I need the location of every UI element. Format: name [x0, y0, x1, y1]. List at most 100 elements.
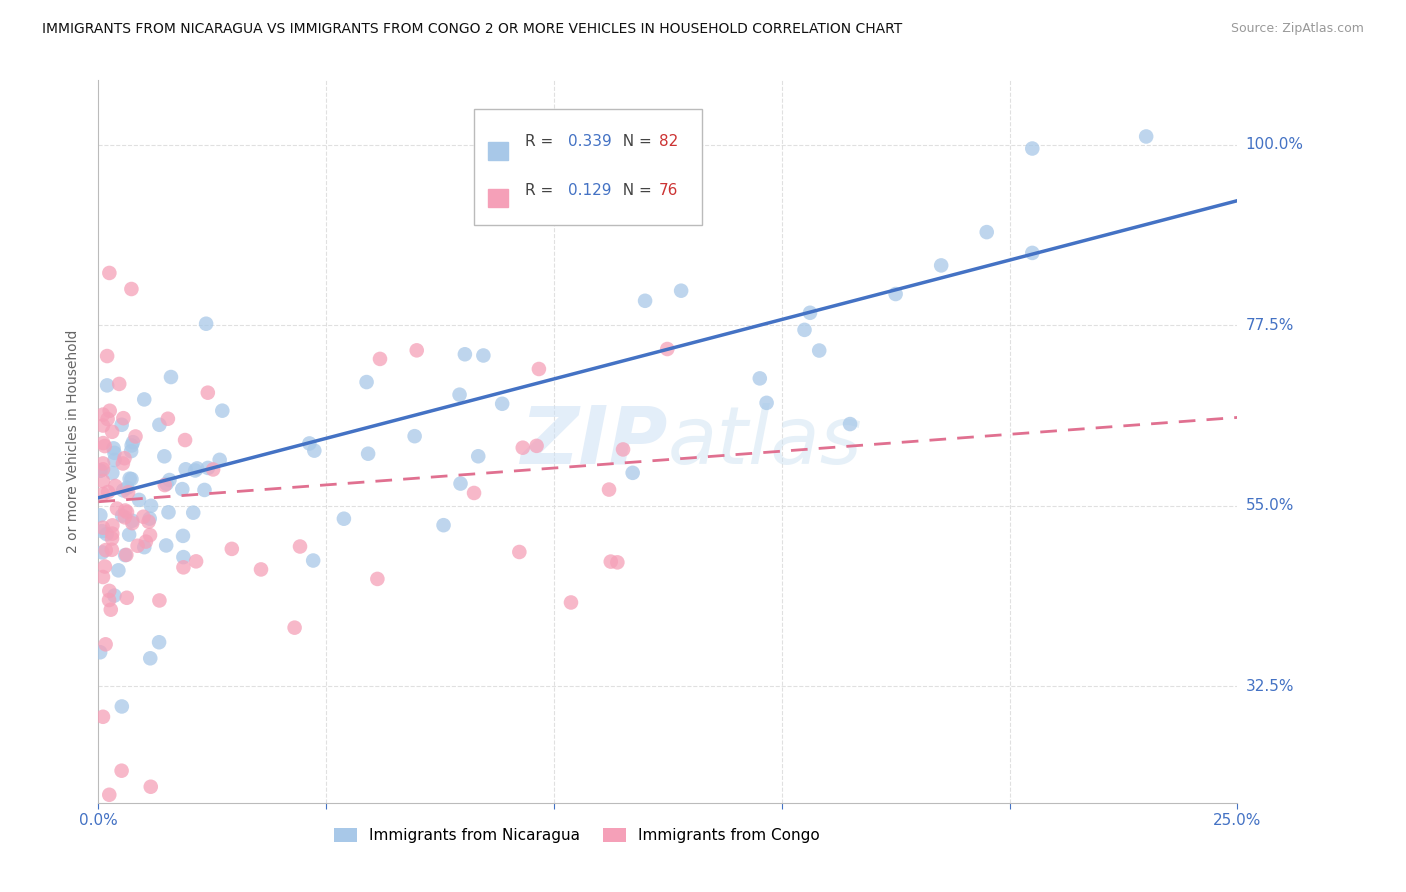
Text: 82: 82 — [659, 134, 678, 149]
Point — [155, 476, 177, 491]
Point — [172, 550, 194, 565]
Point — [181, 506, 204, 520]
Point — [91, 457, 114, 471]
Point — [121, 438, 143, 452]
Point — [96, 378, 118, 392]
Point — [96, 527, 118, 541]
Point — [132, 509, 155, 524]
Point — [89, 645, 111, 659]
Point — [120, 472, 142, 486]
Point — [155, 538, 177, 552]
Point — [302, 553, 325, 567]
Point — [793, 323, 815, 337]
Point — [929, 259, 952, 273]
Point — [98, 583, 121, 598]
Text: ZIP: ZIP — [520, 402, 668, 481]
Point — [103, 453, 125, 467]
Point — [127, 539, 149, 553]
Point — [621, 466, 644, 480]
Point — [467, 450, 489, 464]
Point — [208, 453, 231, 467]
Point — [211, 403, 233, 417]
Point — [103, 589, 125, 603]
Point — [193, 483, 215, 497]
Point — [100, 602, 122, 616]
Text: 0.339: 0.339 — [568, 134, 612, 149]
Point — [128, 492, 150, 507]
Point — [491, 397, 513, 411]
Point — [172, 529, 194, 543]
Point — [172, 482, 194, 496]
Point — [98, 788, 121, 802]
Point — [184, 463, 207, 477]
Text: 0.129: 0.129 — [568, 183, 612, 198]
Point — [356, 375, 378, 389]
Point — [91, 521, 114, 535]
Point — [117, 485, 139, 500]
Point — [598, 483, 620, 497]
Point — [202, 462, 225, 476]
Point — [101, 532, 124, 546]
Point — [184, 554, 207, 568]
Point — [404, 429, 426, 443]
Text: 100.0%: 100.0% — [1246, 137, 1303, 152]
Point — [138, 511, 160, 525]
Point — [120, 444, 142, 458]
Point — [89, 464, 111, 478]
Point — [153, 478, 176, 492]
Point — [101, 518, 124, 533]
Point — [357, 447, 380, 461]
Point — [91, 436, 114, 450]
Point — [432, 518, 454, 533]
Point — [111, 699, 134, 714]
Point — [121, 514, 143, 528]
Text: 77.5%: 77.5% — [1246, 318, 1294, 333]
Point — [186, 461, 208, 475]
Point — [366, 572, 388, 586]
Text: atlas: atlas — [668, 402, 863, 481]
Point — [139, 499, 162, 513]
Point — [148, 417, 170, 432]
Point — [606, 555, 628, 569]
Point — [98, 593, 121, 607]
Point — [91, 462, 114, 476]
Point — [148, 593, 170, 607]
Point — [221, 541, 243, 556]
Point — [105, 501, 128, 516]
Point — [111, 457, 134, 471]
Point — [91, 487, 114, 501]
Point — [135, 534, 157, 549]
Point — [450, 476, 472, 491]
Point — [111, 508, 134, 523]
Point — [612, 442, 634, 457]
Point — [197, 385, 219, 400]
Point — [298, 436, 321, 450]
Bar — [488, 188, 509, 207]
Point — [1135, 129, 1157, 144]
Point — [139, 651, 162, 665]
Point — [138, 515, 160, 529]
Text: N =: N = — [613, 183, 657, 198]
Point — [156, 411, 179, 425]
Point — [174, 433, 197, 447]
Point — [120, 282, 142, 296]
Point — [333, 512, 356, 526]
Point — [115, 505, 138, 519]
Point — [91, 524, 114, 538]
Point — [669, 284, 692, 298]
Point — [560, 595, 582, 609]
Point — [121, 516, 143, 531]
Point — [89, 464, 111, 478]
Point — [472, 349, 495, 363]
Point — [97, 412, 120, 426]
Point — [148, 635, 170, 649]
Point — [1021, 246, 1043, 260]
Point — [114, 451, 136, 466]
Point — [115, 481, 138, 495]
Point — [634, 293, 657, 308]
Text: Source: ZipAtlas.com: Source: ZipAtlas.com — [1230, 22, 1364, 36]
Point — [134, 392, 156, 407]
Point — [1021, 142, 1043, 156]
Point — [91, 418, 114, 433]
Point — [101, 542, 124, 557]
